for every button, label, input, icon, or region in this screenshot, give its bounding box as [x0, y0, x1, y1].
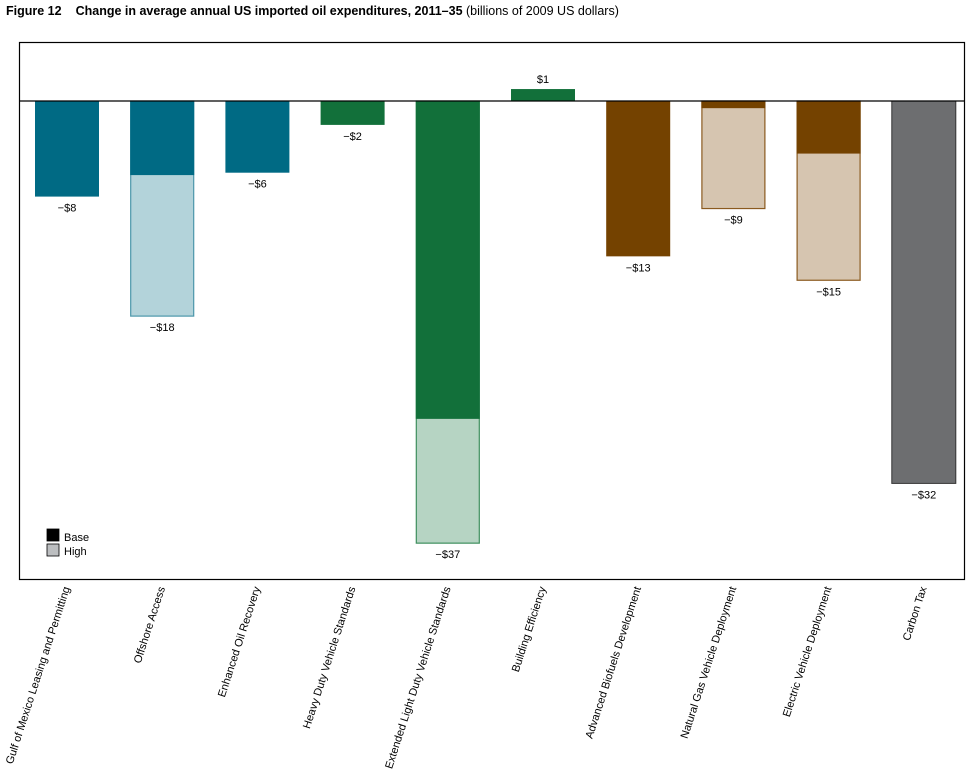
data-label: −$32 — [911, 489, 936, 501]
data-label: −$2 — [343, 131, 362, 143]
data-label: −$6 — [248, 179, 267, 191]
category-labels-group: Gulf of Mexico Leasing and Permitting Off… — [4, 585, 930, 771]
legend-label-high: High — [64, 546, 87, 558]
data-label: −$15 — [816, 286, 841, 298]
plot-frame — [18, 41, 966, 581]
data-label: −$9 — [724, 215, 743, 227]
category-label: Carbon Tax — [901, 585, 930, 642]
data-label: −$37 — [435, 549, 460, 561]
bar-base — [320, 101, 385, 125]
legend-swatch-base — [46, 528, 60, 542]
bar-base — [511, 89, 575, 101]
bar-base — [796, 101, 861, 154]
figure-label: Figure 12 — [6, 4, 62, 18]
title-main: Change in average annual US imported oil… — [75, 4, 463, 18]
bar-base — [606, 101, 671, 257]
legend-swatch-high — [46, 543, 60, 557]
title-subtitle: (billions of 2009 US dollars) — [466, 4, 619, 18]
category-label: Offshore Access — [132, 585, 168, 665]
category-label: Enhanced Oil Recovery — [216, 585, 263, 699]
category-label: Extended Light Duty Vehicle Standards — [383, 585, 454, 771]
chart-title: Figure 12 Change in average annual US imp… — [6, 4, 619, 18]
legend-label-base: Base — [64, 532, 89, 544]
bar-base — [225, 101, 290, 173]
data-label: −$8 — [58, 203, 77, 215]
category-label: Electric Vehicle Deployment — [781, 585, 835, 718]
category-label: Natural Gas Vehicle Deployment — [679, 585, 740, 740]
data-label: −$13 — [626, 262, 651, 274]
bar-base — [415, 101, 480, 419]
legend: Base High — [46, 528, 89, 558]
data-label: −$18 — [150, 322, 175, 334]
bar-base — [891, 100, 957, 484]
bars-group — [35, 89, 957, 544]
data-labels-group: −$8 −$18 −$6 −$2 −$37 $1 −$13 −$9 −$15 −$32 — [58, 74, 937, 561]
bar-base — [701, 101, 766, 109]
bar-base — [35, 101, 99, 197]
category-label: Advanced Biofuels Development — [584, 585, 645, 740]
category-label: Heavy Duty Vehicle Standards — [301, 585, 358, 730]
bar-high — [701, 100, 766, 210]
bar-base — [130, 101, 195, 176]
category-label: Gulf of Mexico Leasing and Permitting — [4, 585, 73, 765]
data-label: $1 — [537, 74, 549, 86]
category-label: Building Efficiency — [510, 585, 549, 674]
